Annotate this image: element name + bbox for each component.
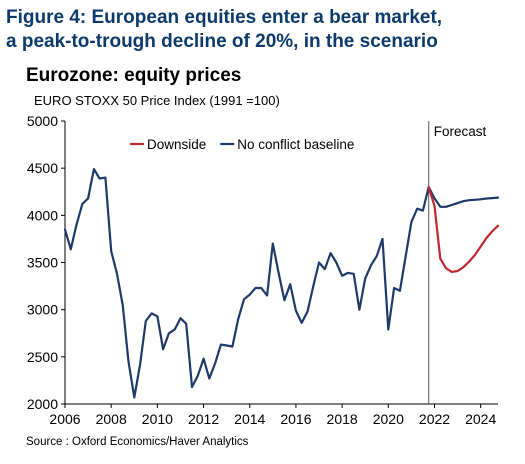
x-tick-label: 2024 — [465, 411, 496, 427]
x-tick-label: 2010 — [142, 411, 173, 427]
chart-title: Eurozone: equity prices — [26, 65, 242, 86]
y-tick-label: 3500 — [27, 255, 58, 271]
y-tick-label: 5000 — [27, 113, 58, 129]
chart-legend: Downside No conflict baseline — [130, 137, 354, 152]
source-note: Source : Oxford Economics/Haver Analytic… — [26, 436, 249, 448]
figure-title-line-2: a peak-to-trough decline of 20%, in the … — [6, 31, 438, 52]
y-tick-label: 2500 — [27, 349, 58, 365]
forecast-annotation: Forecast — [434, 124, 487, 139]
y-tick-label: 3000 — [27, 302, 58, 318]
x-tick-label: 2018 — [327, 411, 358, 427]
x-tick-label: 2020 — [373, 411, 404, 427]
legend-label-no-conflict-baseline: No conflict baseline — [237, 137, 354, 152]
x-tick-label: 2008 — [96, 411, 127, 427]
figure-title: Figure 4: European equities enter a bear… — [6, 6, 521, 54]
x-tick-label: 2022 — [419, 411, 450, 427]
chart-series — [63, 168, 500, 399]
series-line-downside — [427, 185, 500, 273]
legend-label-downside: Downside — [147, 137, 206, 152]
chart-subtitle: EURO STOXX 50 Price Index (1991 =100) — [34, 93, 280, 108]
series-line-no-conflict-baseline — [63, 168, 500, 399]
x-tick-label: 2014 — [234, 411, 265, 427]
y-tick-label: 4500 — [27, 160, 58, 176]
x-tick-label: 2006 — [49, 411, 80, 427]
y-tick-label: 4000 — [27, 207, 58, 223]
chart-axes: 2000 2500 3000 3500 4000 4500 5000 2006 2008 2010… — [27, 113, 498, 427]
y-tick-label: 2000 — [27, 396, 58, 412]
x-tick-label: 2016 — [280, 411, 311, 427]
x-tick-label: 2012 — [188, 411, 219, 427]
figure-title-line-1: Figure 4: European equities enter a bear… — [6, 7, 443, 28]
